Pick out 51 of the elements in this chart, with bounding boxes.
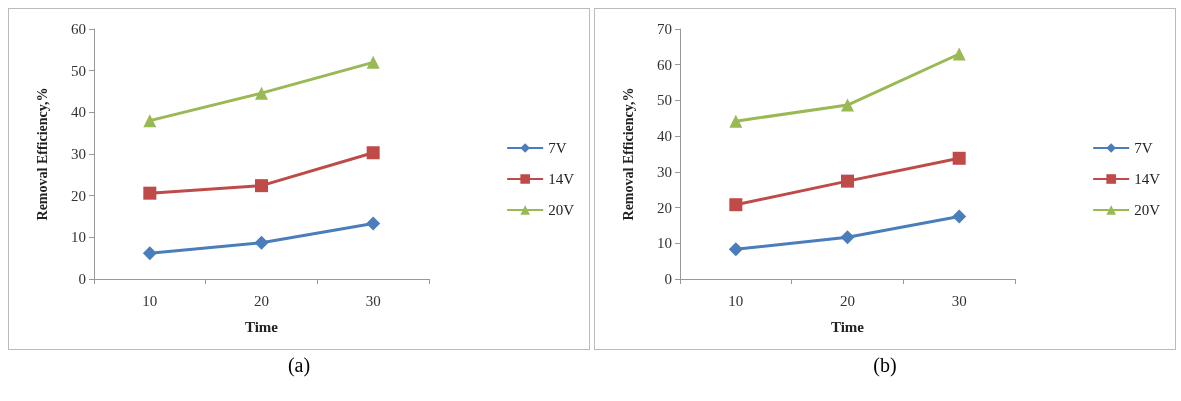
y-tick-label: 10: [657, 235, 672, 252]
point: [841, 174, 854, 188]
point: [840, 230, 855, 245]
x-tick-label: 30: [951, 292, 967, 309]
text: (a): [286, 354, 312, 377]
y-tick-label: 20: [71, 187, 86, 204]
legend-label: 7V: [1134, 140, 1153, 156]
y-tick-label: 30: [657, 163, 672, 180]
y-tick-label: 10: [71, 229, 86, 246]
y-tick-label: 20: [657, 199, 672, 216]
x-axis-title: Time: [244, 318, 279, 335]
legend-label: 14V: [1134, 171, 1161, 187]
point: [255, 179, 268, 193]
point: [143, 186, 157, 200]
x-axis-title: Time: [830, 318, 865, 335]
x-tick-label: 30: [365, 292, 381, 309]
point: [952, 209, 967, 224]
point: [729, 198, 743, 212]
point: [142, 246, 157, 261]
y-tick-label: 60: [71, 21, 86, 37]
y-tick-label: 70: [657, 21, 672, 37]
y-tick-label: 0: [664, 271, 672, 287]
y-tick-label: 50: [71, 62, 86, 79]
point: [143, 114, 157, 128]
y-tick-label: 40: [71, 104, 86, 121]
point: [729, 114, 743, 128]
y-tick-label: 60: [657, 56, 672, 73]
point: [952, 151, 966, 165]
point: [366, 55, 380, 69]
x-tick-label: 20: [840, 292, 855, 309]
y-axis-title: Removal Efficiency,%: [34, 87, 50, 221]
y-tick-label: 40: [657, 128, 672, 145]
point: [255, 86, 268, 100]
point: [841, 98, 854, 112]
y-tick-label: 0: [78, 271, 86, 287]
x-tick-label: 10: [142, 292, 158, 309]
y-tick-label: 30: [71, 146, 86, 162]
legend-label: 14V: [548, 171, 575, 187]
text: (b): [872, 354, 898, 377]
point: [952, 47, 966, 61]
point: [254, 235, 269, 250]
x-tick-label: 10: [728, 292, 744, 309]
y-tick-label: 50: [657, 92, 672, 109]
legend-label: 20V: [548, 202, 575, 218]
x-tick-label: 20: [254, 292, 269, 309]
legend-label: 20V: [1134, 202, 1161, 218]
point: [728, 242, 743, 257]
y-axis-title: Removal Efficiency,%: [620, 87, 636, 221]
point: [366, 216, 381, 231]
point: [366, 146, 380, 160]
legend-label: 7V: [548, 140, 567, 156]
